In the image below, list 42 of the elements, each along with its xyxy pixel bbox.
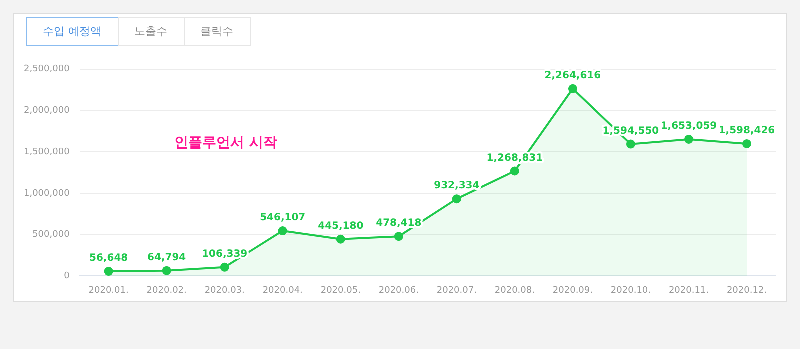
point: [162, 266, 172, 276]
y-tick-label: 500,000: [32, 230, 70, 240]
y-tick-label: 2,000,000: [24, 106, 70, 116]
x-tick-label: 2020.07.: [436, 286, 477, 296]
point: [742, 139, 752, 148]
x-tick-label: 2020.03.: [204, 286, 245, 296]
text: 546,107: [260, 212, 306, 224]
x-tick-label: 2020.10.: [610, 286, 651, 296]
point: [394, 232, 404, 242]
text: 수입 예정액: [26, 17, 118, 46]
x-tick-label: 2020.12.: [726, 286, 768, 296]
annotation: 인플루언서 시작: [174, 135, 278, 152]
y-tick-label: 0: [64, 272, 70, 282]
point: [336, 234, 346, 244]
x-tick-label: 2020.01.: [88, 286, 129, 296]
x-tick-label: 2020.05.: [320, 286, 361, 296]
point: [684, 134, 694, 144]
text: 2,264,616: [544, 70, 602, 82]
y-tick-label: 2,500,000: [24, 64, 70, 75]
point: [104, 267, 114, 276]
point: [568, 84, 578, 94]
point: [220, 262, 230, 272]
text: 445,180: [318, 220, 364, 232]
x-tick-label: 2020.11.: [668, 286, 710, 296]
text: 클릭수: [184, 17, 250, 46]
point: [452, 194, 462, 204]
x-tick-label: 2020.09.: [552, 286, 593, 296]
point: [626, 140, 636, 149]
text: 64,794: [148, 252, 186, 264]
text: 노출수: [118, 17, 184, 46]
text: 932,334: [434, 180, 480, 192]
x-tick-label: 2020.04.: [262, 286, 303, 296]
x-tick-label: 2020.06.: [378, 286, 419, 296]
y-tick-label: 1,000,000: [24, 188, 70, 199]
text: 1,598,426: [718, 126, 776, 137]
point: [510, 166, 520, 176]
x-tick-label: 2020.02.: [146, 286, 187, 296]
y-tick-label: 1,500,000: [24, 147, 70, 158]
text: 1,653,059: [660, 121, 718, 132]
text: 56,648: [90, 253, 128, 264]
x-tick-label: 2020.08.: [494, 286, 535, 296]
point: [278, 226, 288, 236]
